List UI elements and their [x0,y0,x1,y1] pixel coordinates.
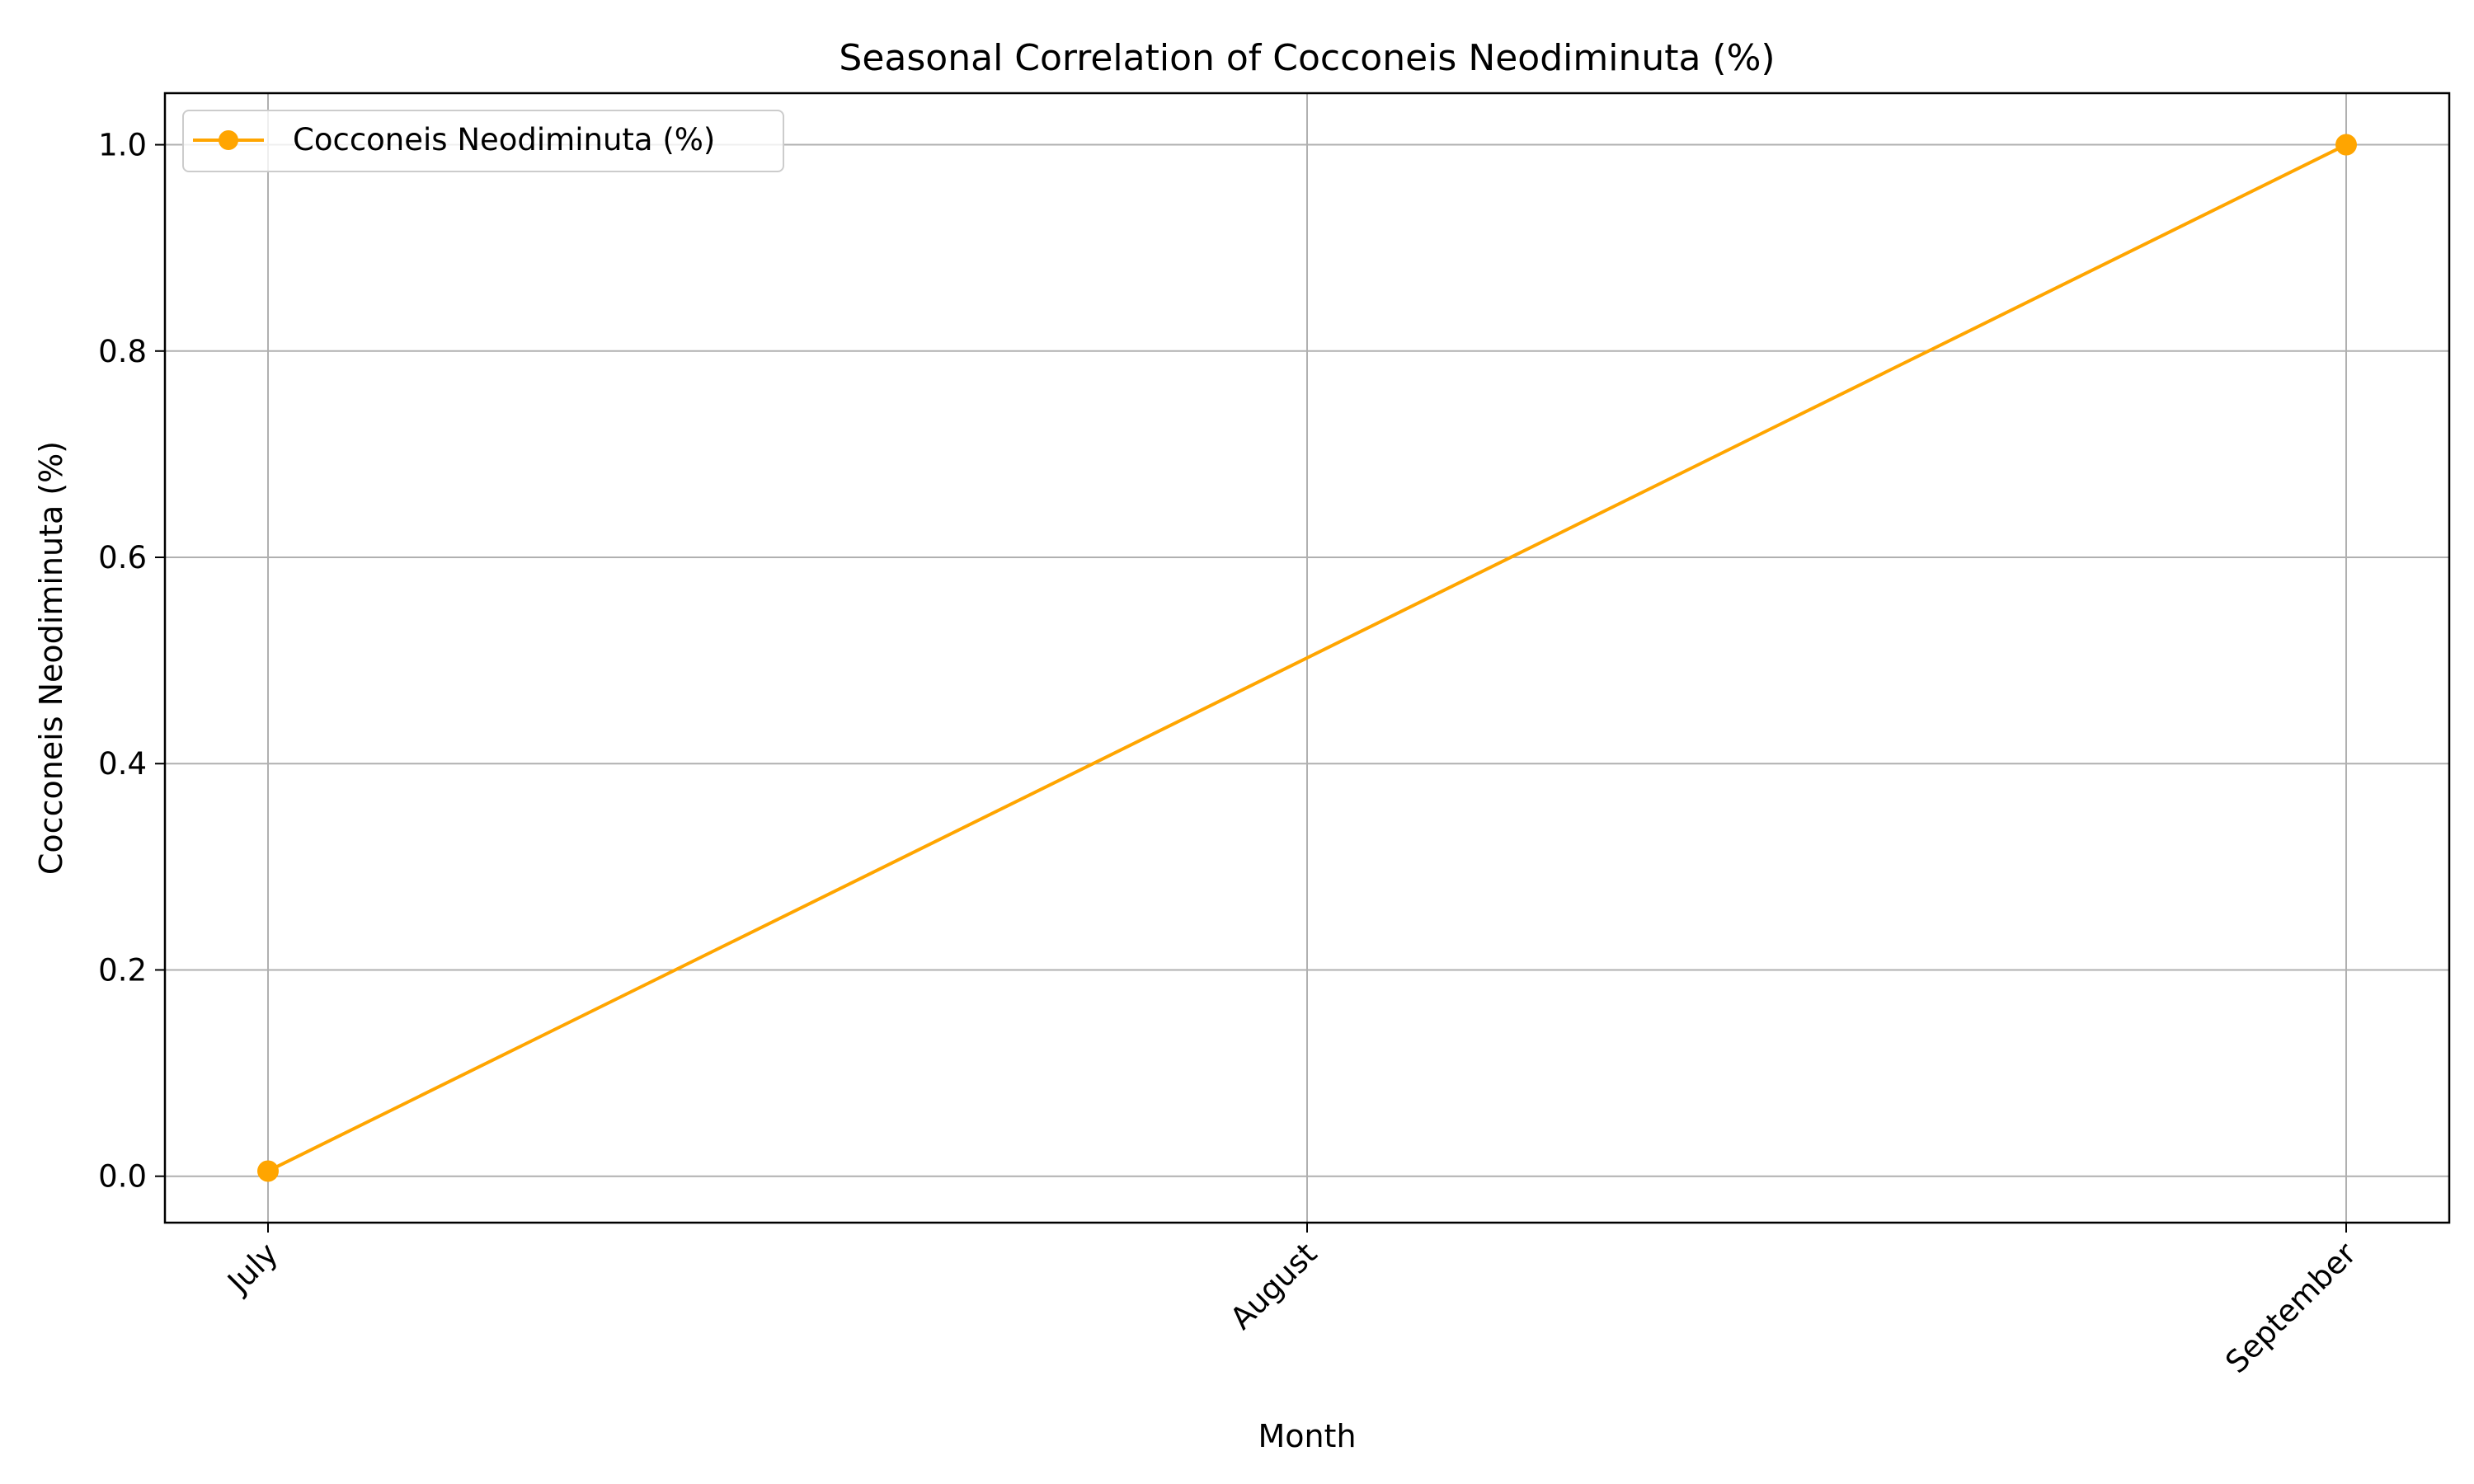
y-tick-label: 1.0 [98,128,147,163]
legend-box [182,110,784,172]
y-tick-label: 0.6 [98,540,147,575]
y-tick-label: 0.4 [98,746,147,782]
plot-area [163,92,2451,1224]
y-axis: 0.0 0.2 0.4 0.6 0.8 1.0 [98,128,165,1195]
legend: Cocconeis Neodiminuta (%) [182,110,784,172]
y-tick-label: 0.0 [98,1159,147,1195]
y-axis-label: Cocconeis Neodiminuta (%) [33,441,69,875]
legend-marker-swatch [219,130,238,150]
y-tick-label: 0.2 [98,952,147,988]
chart-title: Seasonal Correlation of Cocconeis Neodim… [839,37,1775,79]
data-point [257,1160,279,1182]
y-tick-label: 0.8 [98,334,147,369]
data-point [2335,134,2357,156]
legend-entry-label: Cocconeis Neodiminuta (%) [293,122,715,157]
x-axis-label: Month [1258,1418,1356,1454]
data-series [257,134,2357,1182]
series-line [267,143,2347,1173]
